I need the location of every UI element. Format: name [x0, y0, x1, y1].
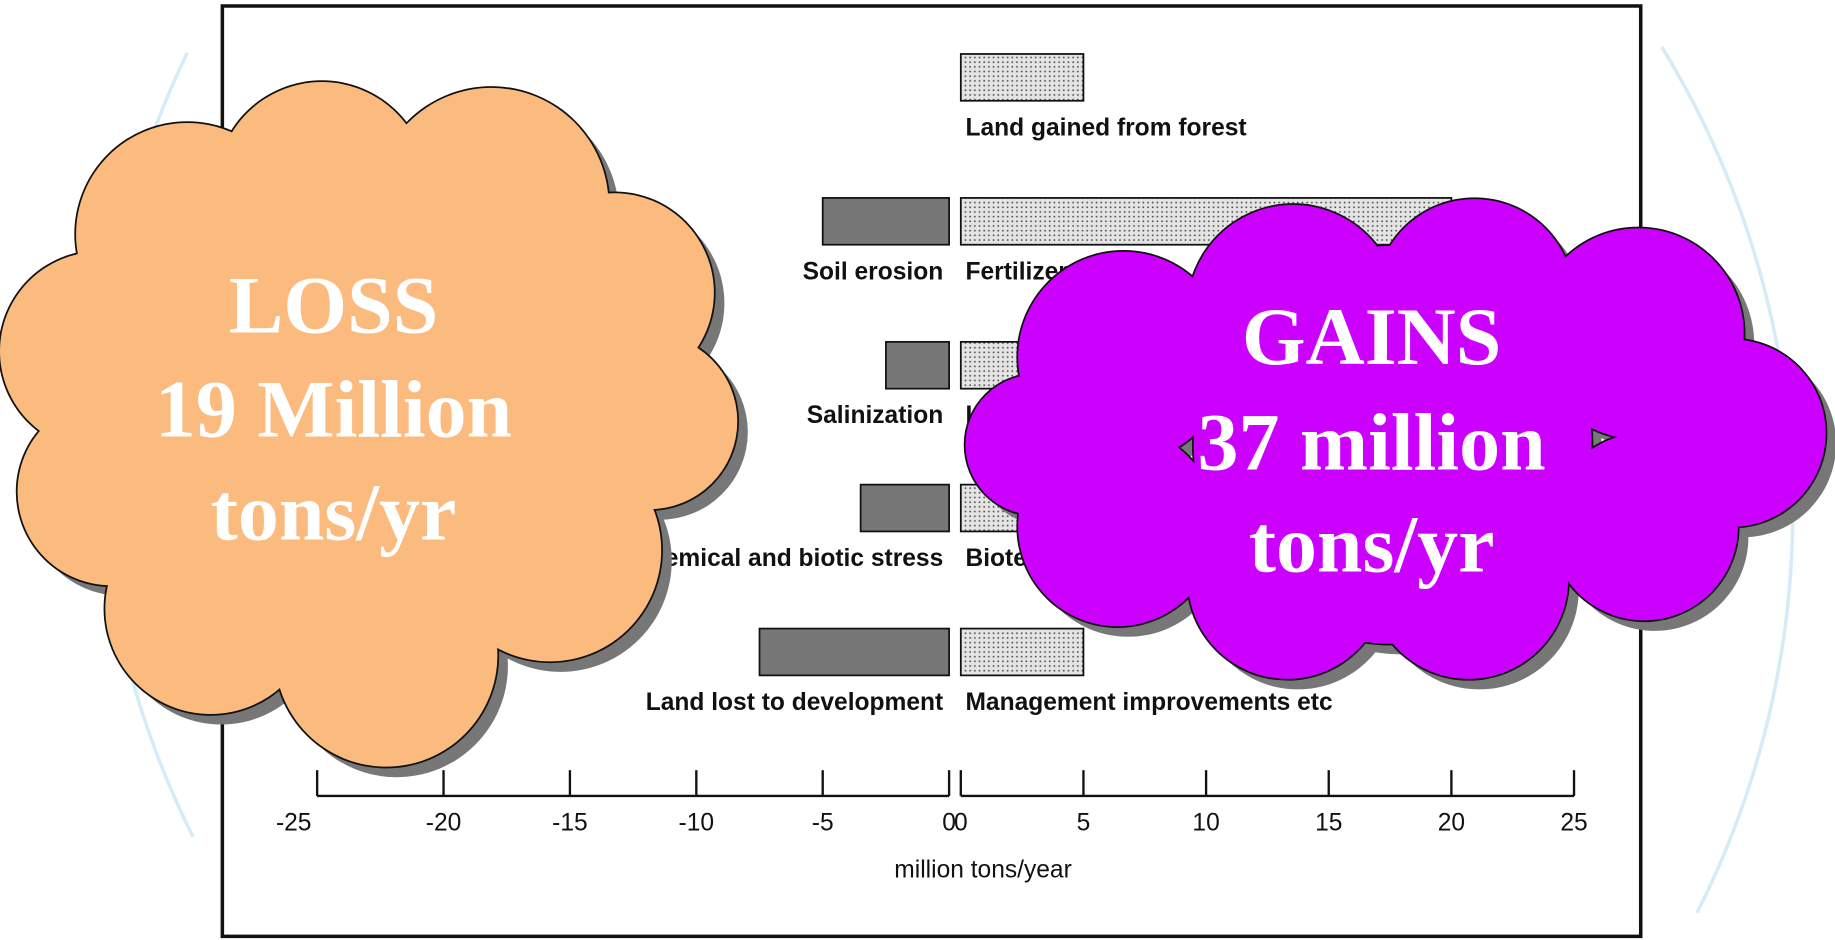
- cloud-text: tons/yr: [1249, 498, 1495, 589]
- cloud-text: 19 Million: [155, 364, 512, 455]
- cloud-body: [965, 375, 1105, 515]
- cloud-text: GAINS: [1242, 291, 1501, 382]
- x-tick-label: -20: [426, 809, 462, 836]
- bar: [760, 629, 950, 676]
- category-label: Chemical and biotic stress: [632, 545, 943, 572]
- bar: [861, 485, 949, 532]
- cloud-text: tons/yr: [211, 467, 457, 558]
- x-tick-label: 25: [1560, 809, 1587, 836]
- bar: [886, 342, 949, 389]
- category-label: Land lost to development: [646, 689, 943, 716]
- slide: million tons/year -25 -20 -15 -10 -5 0 Soil er…: [0, 0, 1835, 940]
- x-tick-label: 10: [1192, 809, 1219, 836]
- x-axis-label: million tons/year: [894, 856, 1071, 883]
- category-label: Management improvements etc: [965, 689, 1332, 716]
- x-tick-label: -10: [679, 809, 715, 836]
- page: million tons/year -25 -20 -15 -10 -5 0 Soil er…: [0, 0, 1835, 940]
- category-label: Land gained from forest: [965, 114, 1246, 141]
- category-label: Soil erosion: [803, 258, 944, 285]
- category-label: Salinization: [807, 402, 943, 429]
- x-tick-label: -15: [552, 809, 588, 836]
- x-tick-label: 0: [954, 809, 968, 836]
- x-tick-label: 15: [1315, 809, 1342, 836]
- cloud: GAINS 37 million tons/yr: [964, 197, 1835, 689]
- bar: [823, 198, 949, 245]
- x-tick-label: 5: [1077, 809, 1091, 836]
- cloud-text: LOSS: [229, 260, 438, 351]
- bar: [961, 54, 1084, 101]
- cloud-text: 37 million: [1197, 396, 1545, 487]
- bar: [961, 629, 1084, 676]
- bar: [961, 198, 1452, 245]
- x-tick-label: 20: [1438, 809, 1465, 836]
- x-tick-label: -5: [812, 809, 834, 836]
- x-tick-label: -25: [276, 809, 312, 836]
